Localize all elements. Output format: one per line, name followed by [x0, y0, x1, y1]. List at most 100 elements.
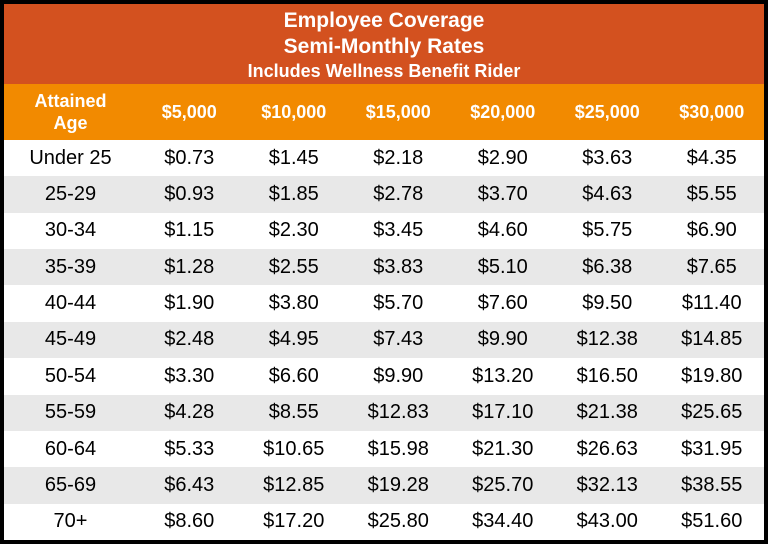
rates-table-body: Under 25 $0.73 $1.45 $2.18 $2.90 $3.63 $4.35 25…: [4, 140, 764, 540]
rate-cell: $9.90: [373, 364, 424, 387]
rate-cell: $2.90: [477, 146, 528, 169]
rate-column-header: $20,000: [470, 102, 536, 122]
title-line-1: Employee Coverage: [283, 9, 485, 32]
age-cell: 55-59: [44, 401, 97, 424]
table-row: 35-39 $1.28 $2.55 $3.83 $5.10 $6.38 $7.65: [4, 249, 764, 286]
rate-cell: $1.45: [268, 146, 319, 169]
rate-cell: $2.78: [373, 183, 424, 206]
rate-cell: $12.85: [263, 473, 325, 496]
rate-cell: $17.10: [472, 401, 534, 424]
rate-cell: $1.90: [164, 292, 215, 315]
rate-cell: $8.55: [268, 401, 319, 424]
rate-cell: $4.63: [582, 183, 633, 206]
rate-cell: $2.30: [268, 219, 319, 242]
rate-cell: $32.13: [576, 473, 638, 496]
rate-column-header: $15,000: [365, 102, 431, 122]
rate-cell: $51.60: [681, 510, 743, 533]
age-cell: 35-39: [44, 255, 97, 278]
rate-cell: $19.28: [367, 473, 429, 496]
age-cell: Under 25: [29, 146, 112, 169]
rate-cell: $2.18: [373, 146, 424, 169]
rate-cell: $5.10: [477, 255, 528, 278]
rate-cell: $12.38: [576, 328, 638, 351]
rate-cell: $6.43: [164, 473, 215, 496]
rate-cell: $0.93: [164, 183, 215, 206]
rate-column-header: $25,000: [574, 102, 640, 122]
rate-cell: $6.90: [686, 219, 737, 242]
table-row: 50-54 $3.30 $6.60 $9.90 $13.20 $16.50 $19.80: [4, 358, 764, 395]
rate-cell: $10.65: [263, 437, 325, 460]
rate-cell: $16.50: [576, 364, 638, 387]
title-band: Employee Coverage Semi-Monthly Rates Inc…: [4, 4, 764, 84]
rate-cell: $21.38: [576, 401, 638, 424]
rate-cell: $7.65: [686, 255, 737, 278]
rate-cell: $15.98: [367, 437, 429, 460]
title-line-2: Semi-Monthly Rates: [283, 35, 485, 58]
rate-cell: $12.83: [367, 401, 429, 424]
rate-cell: $3.63: [582, 146, 633, 169]
rate-cell: $7.43: [373, 328, 424, 351]
column-header-row: Attained Age $5,000 $10,000 $15,000 $20,000…: [4, 84, 764, 140]
age-cell: 45-49: [44, 328, 97, 351]
rate-cell: $3.80: [268, 292, 319, 315]
rate-cell: $19.80: [681, 364, 743, 387]
rate-cell: $1.85: [268, 183, 319, 206]
rate-cell: $3.45: [373, 219, 424, 242]
table-row: 30-34 $1.15 $2.30 $3.45 $4.60 $5.75 $6.90: [4, 212, 764, 250]
rate-cell: $31.95: [681, 437, 743, 460]
rate-cell: $3.70: [477, 183, 528, 206]
age-column-header: Attained Age: [4, 90, 137, 134]
rate-cell: $4.35: [686, 146, 737, 169]
age-cell: 60-64: [44, 437, 97, 460]
rate-cell: $0.73: [164, 146, 215, 169]
table-row: 45-49 $2.48 $4.95 $7.43 $9.90 $12.38 $14.85: [4, 321, 764, 359]
rate-cell: $25.80: [367, 510, 429, 533]
rate-cell: $26.63: [576, 437, 638, 460]
table-row: 25-29 $0.93 $1.85 $2.78 $3.70 $4.63 $5.55: [4, 176, 764, 213]
rate-cell: $25.65: [681, 401, 743, 424]
age-cell: 70+: [53, 510, 88, 533]
rate-cell: $2.48: [164, 328, 215, 351]
rate-column-header: $10,000: [261, 102, 327, 122]
rate-column-header: $30,000: [679, 102, 745, 122]
rate-cell: $4.28: [164, 401, 215, 424]
rate-cell: $21.30: [472, 437, 534, 460]
rate-cell: $3.30: [164, 364, 215, 387]
rate-cell: $5.33: [164, 437, 215, 460]
table-row: 65-69 $6.43 $12.85 $19.28 $25.70 $32.13 $38.55: [4, 467, 764, 504]
rate-cell: $4.95: [268, 328, 319, 351]
age-cell: 30-34: [44, 219, 97, 242]
rate-cell: $13.20: [472, 364, 534, 387]
table-row: 40-44 $1.90 $3.80 $5.70 $7.60 $9.50 $11.40: [4, 285, 764, 322]
rate-cell: $17.20: [263, 510, 325, 533]
age-cell: 25-29: [44, 183, 97, 206]
rate-column-header: $5,000: [161, 102, 217, 122]
rate-cell: $5.55: [686, 183, 737, 206]
rate-cell: $1.28: [164, 255, 215, 278]
table-row: 70+ $8.60 $17.20 $25.80 $34.40 $43.00 $51.60: [4, 503, 764, 540]
rate-cell: $43.00: [576, 510, 638, 533]
table-row: Under 25 $0.73 $1.45 $2.18 $2.90 $3.63 $4.35: [4, 140, 764, 177]
rate-cell: $38.55: [681, 473, 743, 496]
table-row: 55-59 $4.28 $8.55 $12.83 $17.10 $21.38 $25.65: [4, 394, 764, 431]
rate-cell: $8.60: [164, 510, 215, 533]
rate-cell: $4.60: [477, 219, 528, 242]
rate-cell: $25.70: [472, 473, 534, 496]
rate-cell: $5.75: [582, 219, 633, 242]
age-cell: 50-54: [44, 364, 97, 387]
table-row: 60-64 $5.33 $10.65 $15.98 $21.30 $26.63 $31.95: [4, 430, 764, 468]
age-cell: 40-44: [44, 292, 97, 315]
rate-cell: $6.38: [582, 255, 633, 278]
rate-cell: $3.83: [373, 255, 424, 278]
rate-cell: $1.15: [164, 219, 215, 242]
rate-cell: $5.70: [373, 292, 424, 315]
rate-cell: $34.40: [472, 510, 534, 533]
rate-cell: $2.55: [268, 255, 319, 278]
rate-cell: $7.60: [477, 292, 528, 315]
title-line-3: Includes Wellness Benefit Rider: [247, 61, 521, 81]
rate-cell: $6.60: [268, 364, 319, 387]
rate-cell: $14.85: [681, 328, 743, 351]
rate-cell: $11.40: [681, 292, 742, 315]
rate-cell: $9.90: [477, 328, 528, 351]
